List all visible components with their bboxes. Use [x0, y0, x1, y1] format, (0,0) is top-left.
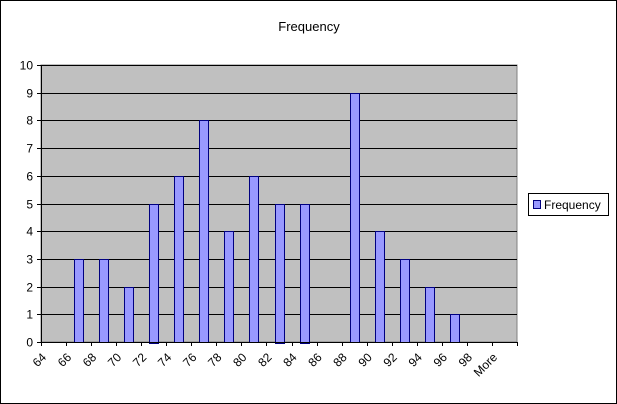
- y-tick-label: 6: [26, 170, 33, 184]
- x-tick-label: More: [471, 350, 500, 379]
- x-tick-label: 74: [155, 350, 175, 370]
- x-tick-label: 66: [55, 350, 75, 370]
- legend-swatch: [533, 200, 541, 209]
- bar-76: [199, 120, 209, 343]
- x-tick-label: 72: [130, 350, 150, 370]
- bar-74: [174, 176, 184, 343]
- x-tick-label: 92: [381, 350, 401, 370]
- x-tick-label: 90: [355, 350, 375, 370]
- gridlines: [41, 65, 517, 315]
- y-tick-label: 7: [26, 142, 33, 156]
- y-tick-label: 2: [26, 281, 33, 295]
- x-tick-label: 68: [80, 350, 100, 370]
- x-tick-label: 86: [305, 350, 325, 370]
- x-tick-label: 88: [330, 350, 350, 370]
- legend-box: [528, 193, 609, 216]
- x-tick-label: 78: [205, 350, 225, 370]
- y-tick-label: 3: [26, 253, 33, 267]
- bar-82: [275, 204, 285, 344]
- y-tick-label: 1: [26, 308, 33, 322]
- bar-88: [350, 93, 360, 343]
- bar-90: [375, 231, 385, 343]
- bar-94: [425, 287, 435, 343]
- x-tick-label: 82: [255, 350, 275, 370]
- axes: [37, 65, 518, 346]
- y-tick-labels: 0 1 2 3 4 5 6 7 8 9 10: [20, 59, 34, 350]
- x-tick-label: 94: [406, 350, 426, 370]
- bar-66: [74, 259, 84, 343]
- x-tick-label: 70: [105, 350, 125, 370]
- bar-70: [124, 287, 134, 343]
- bar-68: [99, 259, 109, 343]
- x-tick-label: 64: [30, 350, 50, 370]
- bar-84: [300, 204, 310, 344]
- x-tick-label: 96: [431, 350, 451, 370]
- bar-92: [400, 259, 410, 343]
- legend-label: Frequency: [544, 198, 601, 212]
- bar-96: [450, 314, 460, 343]
- x-tick-label: 84: [280, 350, 300, 370]
- y-tick-label: 8: [26, 114, 33, 128]
- x-tick-label: 98: [456, 350, 476, 370]
- bar-72: [149, 204, 159, 344]
- bar-80: [249, 176, 259, 343]
- y-tick-label: 0: [26, 336, 33, 350]
- bar-78: [224, 231, 234, 343]
- y-tick-label: 5: [26, 198, 33, 212]
- x-tick-label: 76: [180, 350, 200, 370]
- chart-title: Frequency: [278, 19, 340, 34]
- legend: Frequency: [528, 193, 609, 216]
- bars: [74, 93, 460, 344]
- x-tick-label: 80: [230, 350, 250, 370]
- y-tick-label: 9: [26, 87, 33, 101]
- y-tick-label: 10: [20, 59, 34, 73]
- y-tick-label: 4: [26, 225, 33, 239]
